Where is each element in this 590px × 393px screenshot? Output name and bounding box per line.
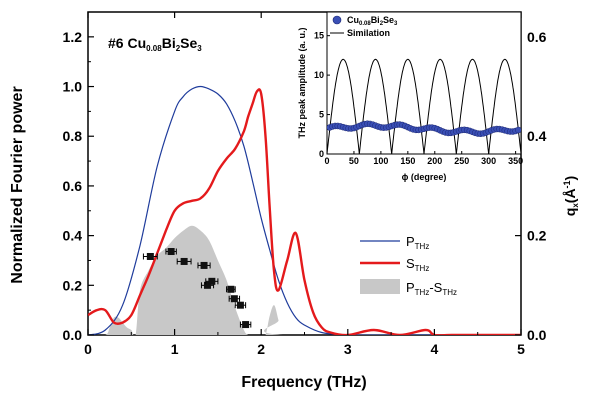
- inset-x-axis-title: ϕ (degree): [402, 172, 447, 182]
- qx-point: [146, 252, 154, 260]
- x-tick-label: 5: [517, 341, 525, 357]
- p-thz-line: [88, 85, 521, 335]
- qx-point: [167, 248, 175, 256]
- s-thz-line-layer: [88, 88, 521, 335]
- y-tick-label: 0.2: [63, 277, 83, 293]
- y-tick-label: 1.2: [63, 29, 83, 45]
- qx-point: [200, 261, 208, 269]
- inset-legend-label-sim: Similation: [347, 28, 390, 38]
- qx-point: [180, 257, 188, 265]
- legend-swatch-diff: [360, 279, 400, 294]
- y2-tick-label: 0.2: [527, 228, 547, 244]
- y2-tick-label: 0.6: [527, 29, 547, 45]
- qx-point: [242, 321, 250, 329]
- x-tick-label: 2: [257, 341, 265, 357]
- y-tick-label: 0.6: [63, 178, 83, 194]
- legend-label-diff: PTHz-STHz: [406, 280, 457, 297]
- sample-label: #6 Cu0.08Bi2Se3: [108, 35, 202, 53]
- y2-tick-label: 0.0: [527, 327, 547, 343]
- y2-axis-ticks: 0.0 0.2 0.4 0.6: [515, 29, 547, 343]
- p-thz-line-layer: [88, 85, 521, 335]
- inset-y-ticks: 0 5 10 15: [314, 31, 330, 159]
- inset-y-tick-label: 5: [319, 110, 324, 120]
- x-axis-title: Frequency (THz): [241, 374, 366, 391]
- inset-y-axis-title: THz peak amplitude (a. u.): [297, 27, 307, 138]
- x-tick-label: 0: [84, 341, 92, 357]
- x-tick-label: 4: [431, 341, 439, 357]
- y-tick-label: 0.0: [63, 327, 83, 343]
- inset-x-tick-label: 200: [427, 156, 442, 166]
- qx-point: [236, 301, 244, 309]
- y-axis-title: Normalized Fourier power: [9, 86, 26, 283]
- inset-legend-label-data: Cu0.08Bi2Se3: [347, 15, 398, 27]
- legend: PTHz STHz PTHz-STHz: [360, 234, 457, 297]
- inset-data-points: [327, 120, 521, 138]
- inset-x-ticks: 0 50 100 150 200 250 300 350: [324, 151, 523, 166]
- difference-area-layer: [88, 225, 521, 335]
- inset-x-tick-label: 100: [373, 156, 388, 166]
- y-tick-label: 1.0: [63, 79, 83, 95]
- inset-x-tick-label: 350: [508, 156, 523, 166]
- qx-point: [204, 281, 212, 289]
- qx-point: [208, 277, 216, 285]
- inset-y-tick-label: 15: [314, 31, 324, 41]
- qx-point: [230, 295, 238, 303]
- s-thz-line: [88, 88, 521, 335]
- y-axis-ticks: 0.0 0.2 0.4 0.6 0.8 1.0 1.2: [63, 11, 94, 343]
- inset-y-tick-label: 10: [314, 70, 324, 80]
- inset-x-tick-label: 250: [454, 156, 469, 166]
- inset-y-tick-label: 0: [319, 149, 324, 159]
- inset-x-tick-label: 150: [400, 156, 415, 166]
- y-tick-label: 0.4: [63, 228, 83, 244]
- y2-axis-title: qx(Å-1): [562, 176, 580, 216]
- y2-tick-label: 0.4: [527, 128, 547, 144]
- x-tick-label: 1: [171, 341, 179, 357]
- inset-x-tick-label: 50: [349, 156, 359, 166]
- inset-data-point: [515, 126, 521, 134]
- qx-point: [227, 285, 235, 293]
- legend-label-s: STHz: [406, 256, 429, 273]
- difference-area: [88, 225, 521, 335]
- legend-label-p: PTHz: [406, 234, 429, 251]
- inset-legend-marker: [332, 15, 342, 25]
- y-tick-label: 0.8: [63, 128, 83, 144]
- qx-points-layer: [142, 248, 252, 329]
- inset-x-tick-label: 300: [481, 156, 496, 166]
- inset-x-tick-label: 0: [324, 156, 329, 166]
- x-tick-label: 3: [344, 341, 352, 357]
- inset-legend: Cu0.08Bi2Se3 Similation: [330, 15, 398, 38]
